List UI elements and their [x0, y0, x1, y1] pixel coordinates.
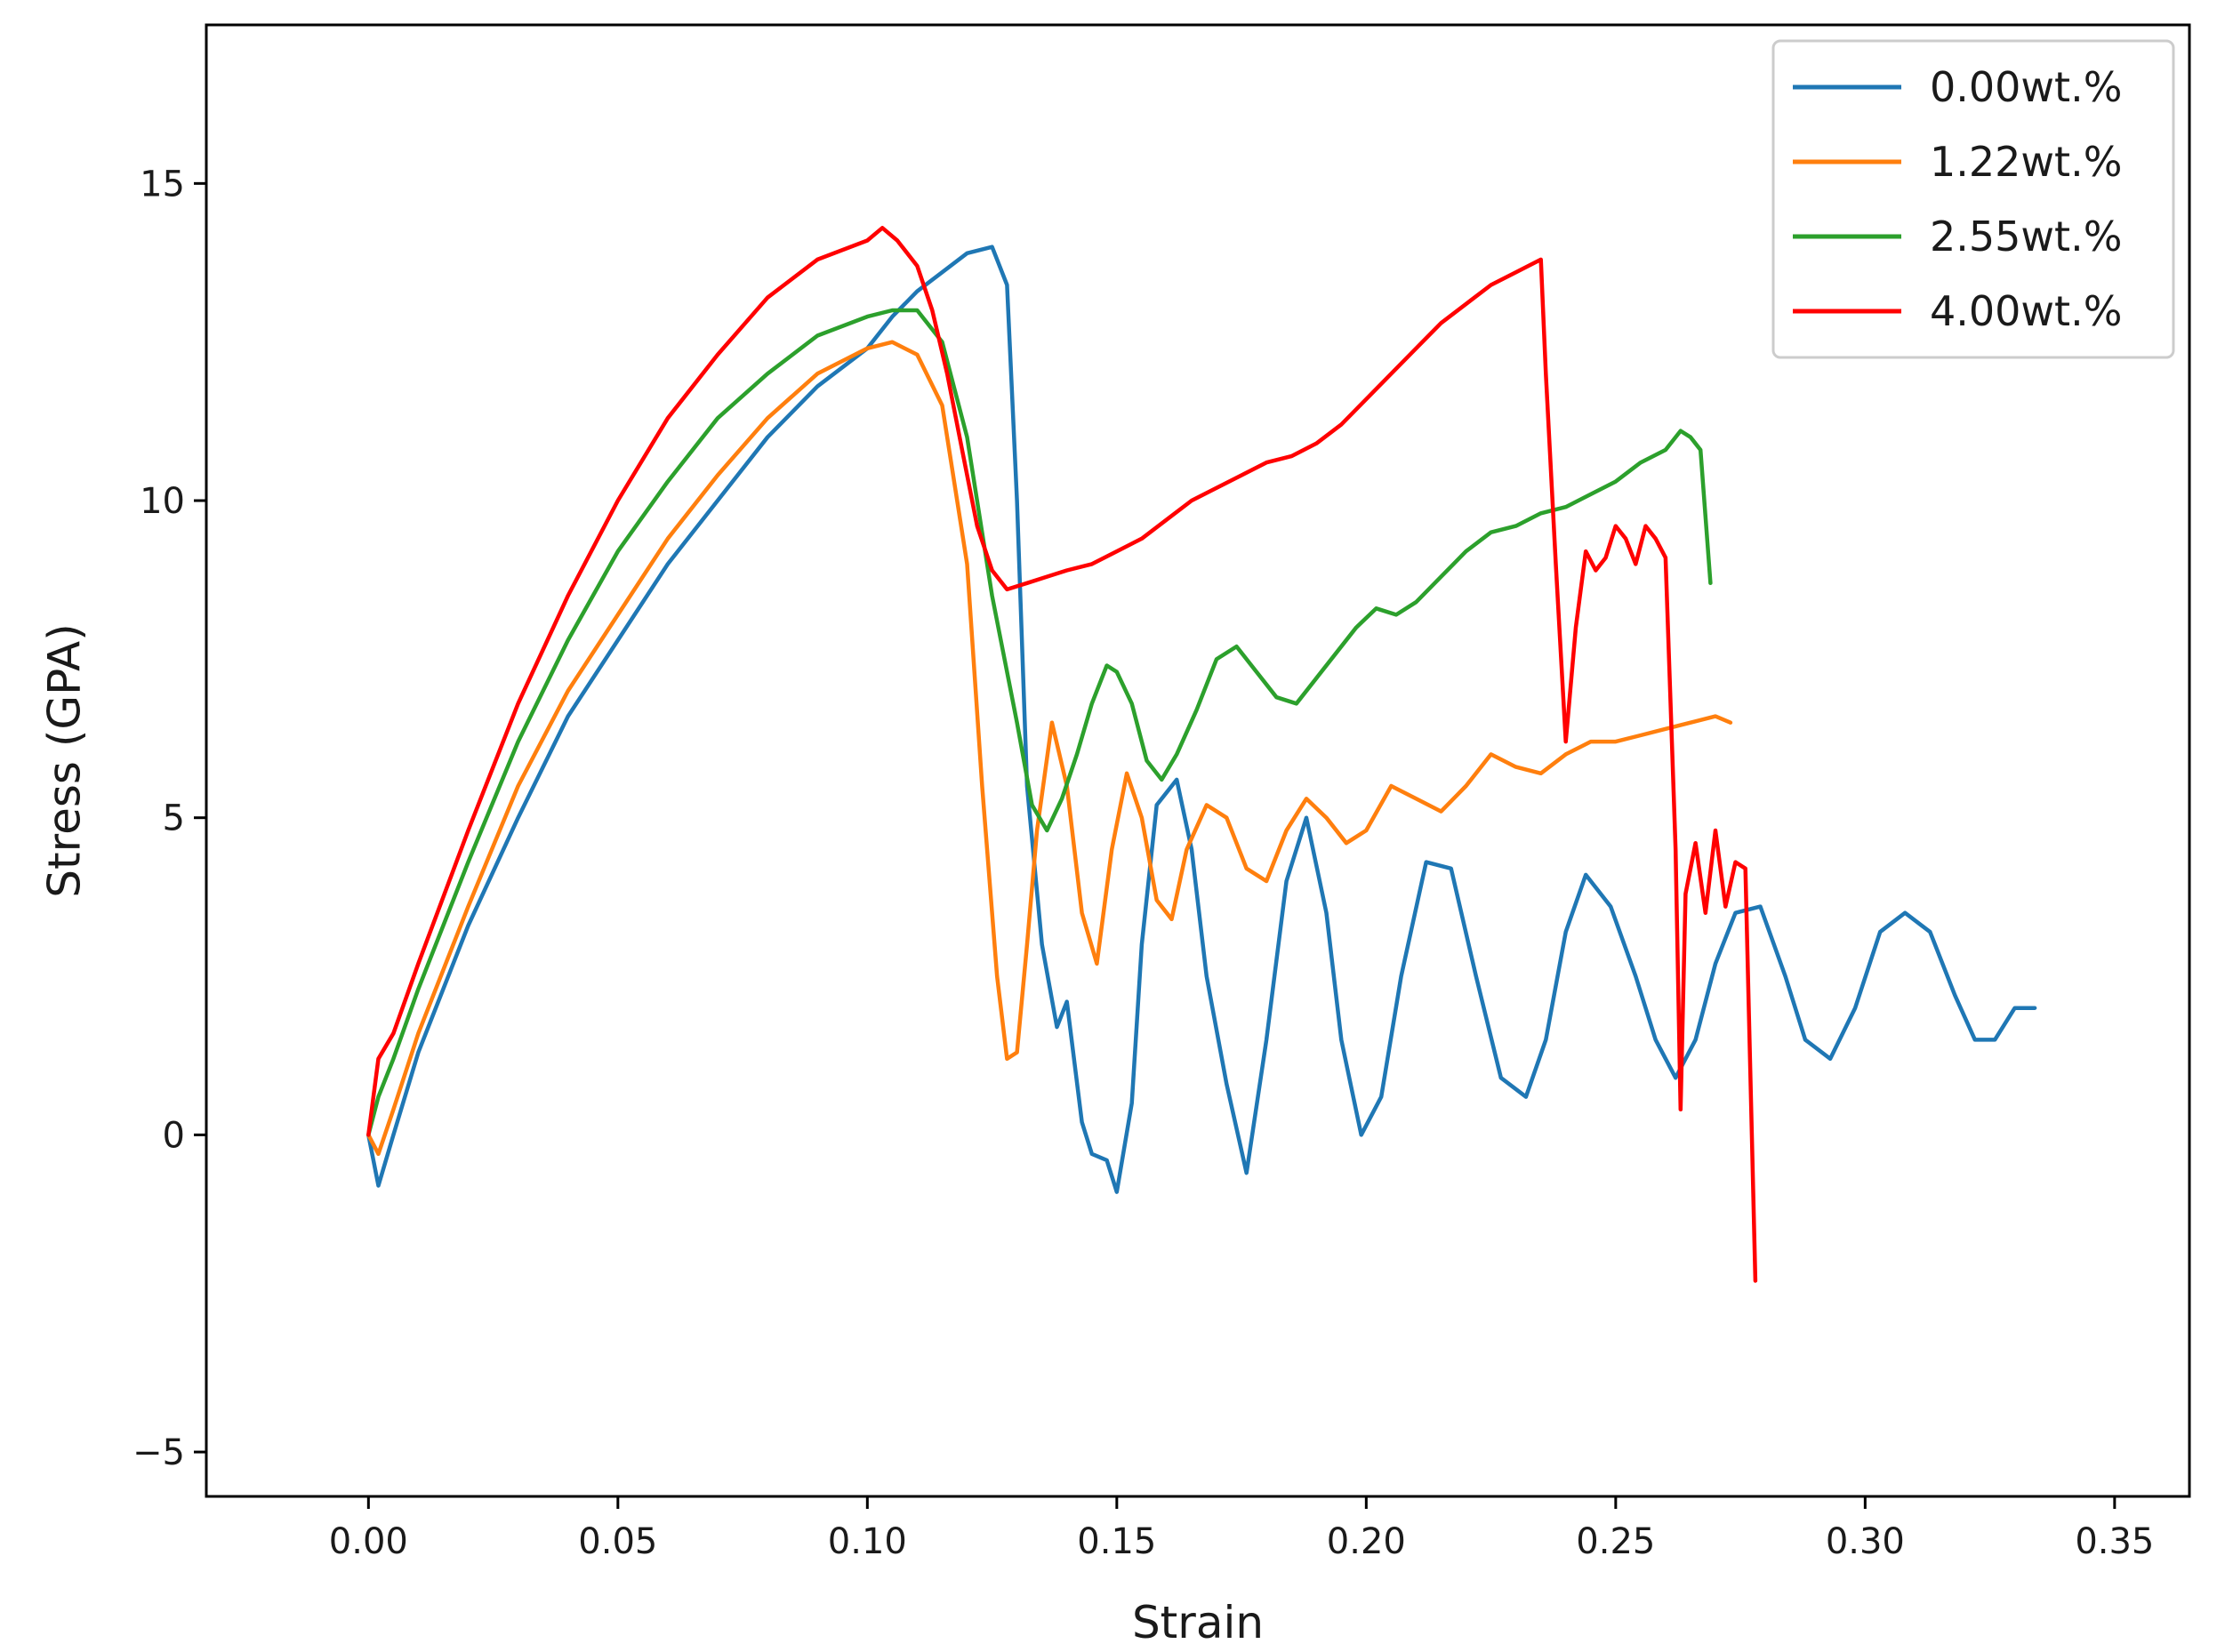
x-tick-label: 0.25 [1576, 1521, 1655, 1562]
x-tick-label: 0.35 [2075, 1521, 2154, 1562]
y-tick-label: 5 [163, 798, 185, 839]
series-line-4 [366, 226, 1758, 1283]
x-tick-label: 0.30 [1826, 1521, 1905, 1562]
plot-area-frame [205, 23, 2191, 1498]
legend-label: 1.22wt.% [1930, 138, 2122, 186]
y-tick-label: −5 [133, 1432, 185, 1473]
y-axis-ticks: −5 0 5 10 15 [133, 164, 206, 1473]
legend-label: 4.00wt.% [1930, 287, 2122, 335]
x-axis-ticks: 0.00 0.05 0.10 0.15 0.20 0.25 0.30 0.35 [329, 1496, 2154, 1562]
series-line-2 [366, 340, 1733, 1157]
y-axis-label: Stress (GPA) [39, 623, 91, 897]
x-tick-label: 0.15 [1077, 1521, 1156, 1562]
series-layer [366, 226, 2037, 1283]
y-tick-label: 10 [140, 481, 185, 522]
x-axis-label: Strain [1132, 1597, 1264, 1648]
series-line-3 [366, 308, 1713, 1137]
legend-label: 2.55wt.% [1930, 213, 2122, 261]
y-tick-label: 0 [163, 1115, 185, 1156]
legend-label: 0.00wt.% [1930, 63, 2122, 111]
x-tick-label: 0.00 [329, 1521, 408, 1562]
legend: 0.00wt.% 1.22wt.% 2.55wt.% 4.00wt.% [1771, 39, 2175, 359]
x-tick-label: 0.10 [828, 1521, 907, 1562]
x-tick-label: 0.20 [1327, 1521, 1406, 1562]
y-tick-label: 15 [140, 164, 185, 204]
legend-box [1771, 39, 2175, 359]
x-tick-label: 0.05 [578, 1521, 657, 1562]
